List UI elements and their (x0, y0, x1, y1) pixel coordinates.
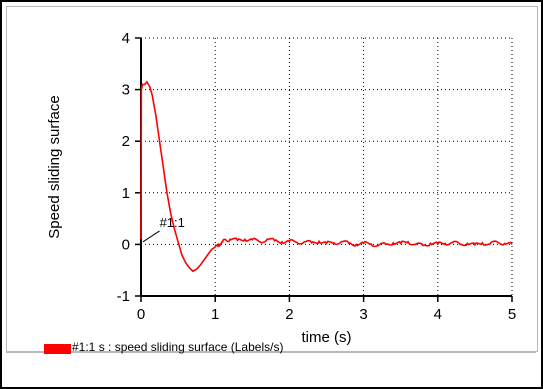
x-tick-label-1: 1 (211, 306, 219, 323)
annotation-label-0: #1:1 (160, 215, 185, 230)
series-line-0 (140, 80, 513, 273)
legend-entry: #1:1 s : speed sliding surface (Labels/s… (72, 340, 284, 354)
plot-frame: 0 1 2 3 4 5 -1 0 1 2 3 4 #1:1 time (s) Speed slidin… (6, 6, 538, 352)
annotation-leader-0 (142, 230, 160, 243)
legend-bar (6, 352, 536, 384)
y-tick-label-4: 4 (122, 30, 130, 47)
x-tick-label-4: 4 (434, 306, 442, 323)
legend-swatch (44, 344, 71, 354)
annotation-layer: #1:1 (142, 215, 185, 243)
grid-layer (141, 37, 513, 296)
y-tick-label-0: 0 (122, 236, 130, 253)
y-tick-label-1: 1 (122, 185, 130, 202)
x-tick-label-3: 3 (359, 306, 367, 323)
y-tick-label-3: 3 (122, 82, 130, 99)
x-tick-label-5: 5 (508, 306, 516, 323)
y-axis-title: Speed sliding surface (46, 95, 63, 238)
ticks-layer: 0 1 2 3 4 5 -1 0 1 2 3 4 (117, 30, 517, 323)
x-tick-label-0: 0 (137, 306, 145, 323)
axes-layer (140, 38, 512, 297)
line-chart: 0 1 2 3 4 5 -1 0 1 2 3 4 #1:1 time (s) Speed slidin… (46, 30, 517, 346)
series-layer (140, 80, 513, 273)
x-axis-title: time (s) (302, 329, 352, 346)
x-tick-label-2: 2 (285, 306, 293, 323)
y-tick-label--1: -1 (117, 288, 130, 305)
y-tick-label-2: 2 (122, 133, 130, 150)
